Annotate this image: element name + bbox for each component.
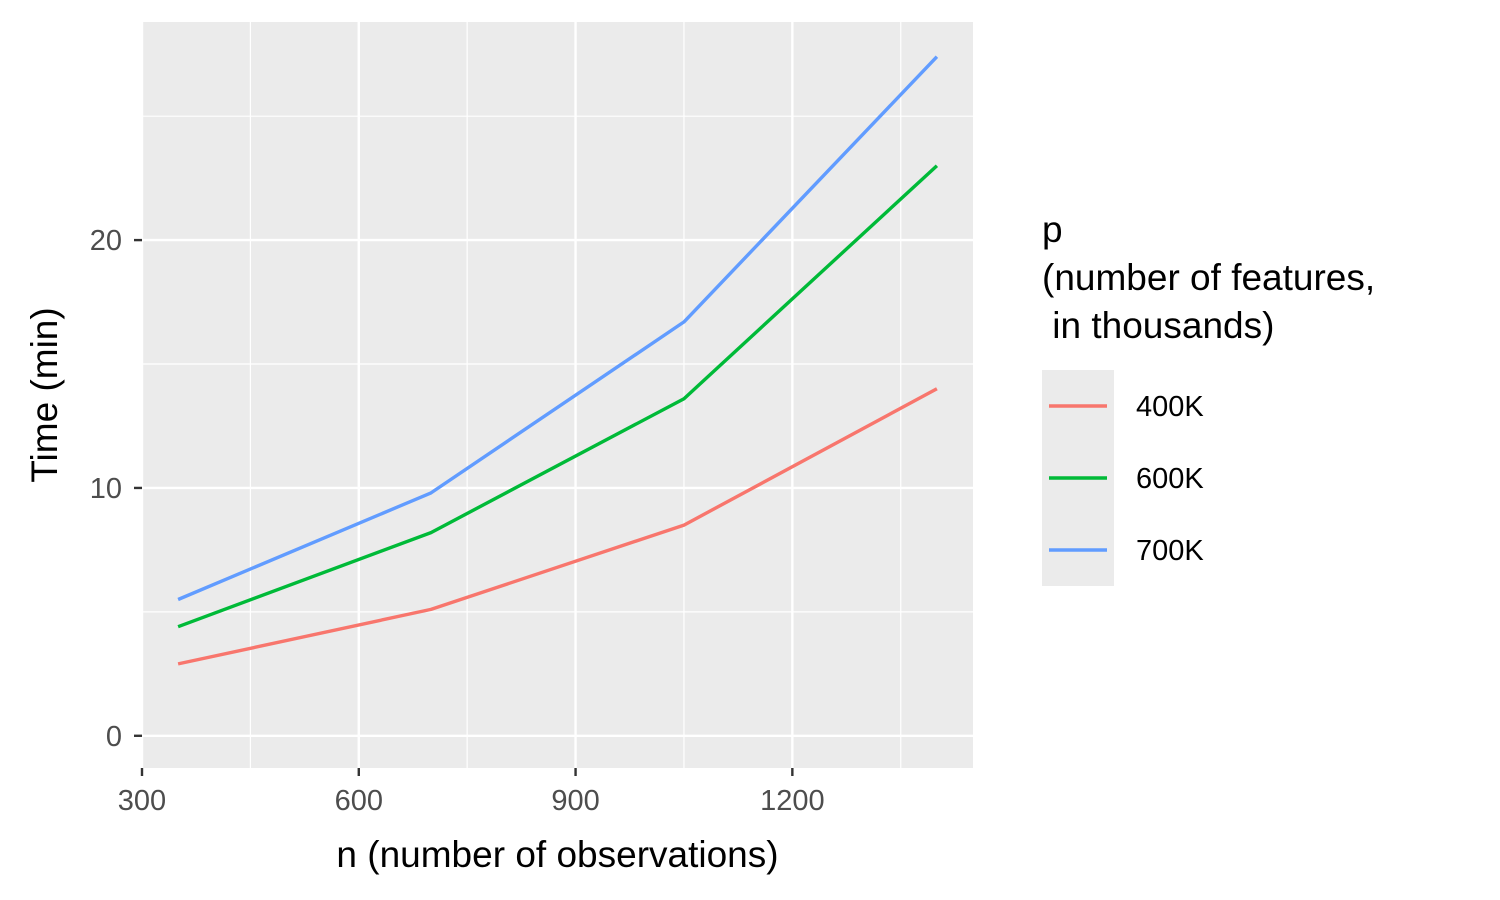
legend-label-600k: 600K [1136,463,1204,495]
y-tick-label: 10 [90,473,122,505]
y-tick-label: 20 [90,225,122,257]
legend-label-400k: 400K [1136,391,1204,423]
x-tick-label: 300 [118,785,166,817]
legend-label-700k: 700K [1136,535,1204,567]
series-line-400k [177,387,938,666]
y-axis-title: Time (min) [24,307,65,482]
plot-panel [142,22,973,768]
legend-title-line: p [1042,209,1063,250]
legend: p (number of features, in thousands) 400… [1042,209,1375,586]
y-axis: 0 10 20 [90,225,142,753]
x-tick-label: 600 [335,785,383,817]
x-tick-label: 900 [551,785,599,817]
legend-items: 400K 600K 700K [1049,391,1204,567]
x-axis-title: n (number of observations) [336,834,778,875]
x-axis: 300 600 900 1200 [118,768,825,817]
series-line-700k [177,55,939,602]
minor-gridlines [142,22,973,768]
major-gridlines [140,22,973,768]
x-tick-label: 1200 [760,785,825,817]
y-tick-label: 0 [106,721,122,753]
legend-title-line: (number of features, [1042,257,1375,298]
legend-title-line: in thousands) [1042,305,1274,346]
series-lines [177,55,939,666]
series-line-600k [177,164,939,629]
